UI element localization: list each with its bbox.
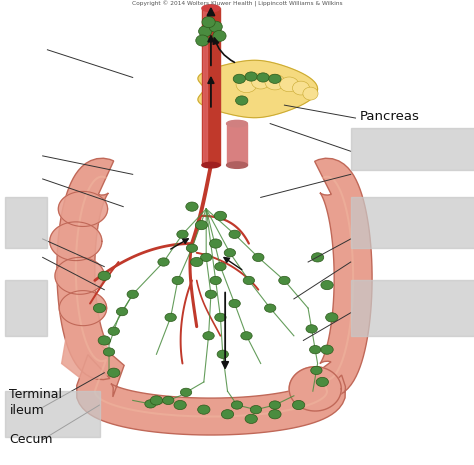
Ellipse shape (306, 325, 317, 333)
Bar (5, 391, 100, 437)
Polygon shape (59, 291, 107, 326)
Text: Terminal
ileum: Terminal ileum (9, 388, 63, 417)
Ellipse shape (227, 162, 247, 168)
Bar (227, 124, 247, 165)
Ellipse shape (210, 276, 221, 285)
Ellipse shape (203, 332, 214, 340)
Ellipse shape (215, 262, 226, 271)
Ellipse shape (269, 401, 281, 409)
Ellipse shape (310, 345, 321, 354)
Ellipse shape (311, 366, 322, 375)
Ellipse shape (202, 5, 220, 12)
Ellipse shape (196, 35, 209, 46)
Ellipse shape (214, 211, 227, 220)
Ellipse shape (326, 313, 338, 322)
Ellipse shape (108, 327, 119, 335)
Ellipse shape (303, 87, 318, 100)
Ellipse shape (186, 202, 198, 211)
Ellipse shape (241, 332, 252, 340)
Text: Pancreas: Pancreas (360, 110, 420, 123)
Ellipse shape (292, 400, 305, 410)
Text: Cecum: Cecum (9, 433, 53, 446)
Ellipse shape (98, 336, 110, 345)
Ellipse shape (292, 81, 310, 95)
Ellipse shape (163, 396, 174, 405)
Ellipse shape (236, 76, 257, 93)
Bar (5, 198, 47, 248)
Ellipse shape (158, 258, 169, 266)
Ellipse shape (229, 299, 240, 308)
Ellipse shape (199, 26, 212, 37)
Ellipse shape (257, 73, 269, 82)
Ellipse shape (186, 244, 198, 252)
Ellipse shape (245, 72, 257, 81)
Ellipse shape (321, 345, 333, 354)
Polygon shape (50, 222, 102, 260)
Bar (351, 198, 474, 248)
Ellipse shape (213, 30, 226, 41)
Ellipse shape (117, 307, 128, 316)
Polygon shape (58, 192, 108, 226)
Ellipse shape (321, 280, 333, 290)
Ellipse shape (103, 348, 115, 356)
Bar (5, 280, 47, 336)
Ellipse shape (174, 400, 186, 410)
Ellipse shape (233, 74, 246, 83)
Ellipse shape (316, 377, 328, 386)
Ellipse shape (215, 313, 226, 321)
Ellipse shape (180, 388, 191, 397)
Ellipse shape (227, 120, 247, 127)
Ellipse shape (108, 368, 120, 377)
Text: Copyright © 2014 Wolters Kluwer Health | Lippincott Williams & Wilkins: Copyright © 2014 Wolters Kluwer Health |… (132, 1, 342, 7)
Ellipse shape (265, 74, 285, 90)
Ellipse shape (251, 73, 270, 89)
Ellipse shape (217, 350, 228, 359)
Ellipse shape (210, 239, 222, 248)
Ellipse shape (280, 77, 299, 92)
Ellipse shape (145, 400, 156, 408)
Ellipse shape (236, 96, 248, 105)
Ellipse shape (198, 405, 210, 414)
Ellipse shape (209, 21, 222, 32)
Ellipse shape (195, 220, 208, 230)
Ellipse shape (172, 276, 183, 285)
Bar (202, 8, 220, 165)
Bar (351, 128, 474, 170)
Ellipse shape (229, 230, 240, 239)
Polygon shape (198, 60, 318, 118)
Ellipse shape (202, 162, 220, 168)
Ellipse shape (177, 230, 188, 239)
Ellipse shape (93, 304, 106, 313)
Ellipse shape (165, 313, 176, 321)
Ellipse shape (243, 276, 255, 285)
Ellipse shape (191, 258, 203, 266)
Ellipse shape (269, 410, 281, 419)
Ellipse shape (202, 17, 215, 27)
Ellipse shape (224, 249, 236, 257)
Bar (203, 8, 207, 165)
Ellipse shape (279, 276, 290, 285)
Polygon shape (62, 336, 114, 382)
Ellipse shape (150, 396, 163, 405)
Ellipse shape (269, 74, 281, 83)
Ellipse shape (127, 290, 138, 299)
Polygon shape (55, 258, 104, 294)
Ellipse shape (245, 414, 257, 424)
Polygon shape (57, 158, 372, 435)
Ellipse shape (264, 304, 276, 312)
Bar (351, 280, 474, 336)
Ellipse shape (250, 405, 262, 414)
Ellipse shape (201, 253, 212, 261)
Ellipse shape (311, 253, 324, 262)
Ellipse shape (253, 253, 264, 261)
Polygon shape (289, 367, 341, 411)
Ellipse shape (205, 290, 217, 299)
Ellipse shape (231, 401, 243, 409)
Ellipse shape (221, 410, 234, 419)
Ellipse shape (98, 271, 110, 280)
